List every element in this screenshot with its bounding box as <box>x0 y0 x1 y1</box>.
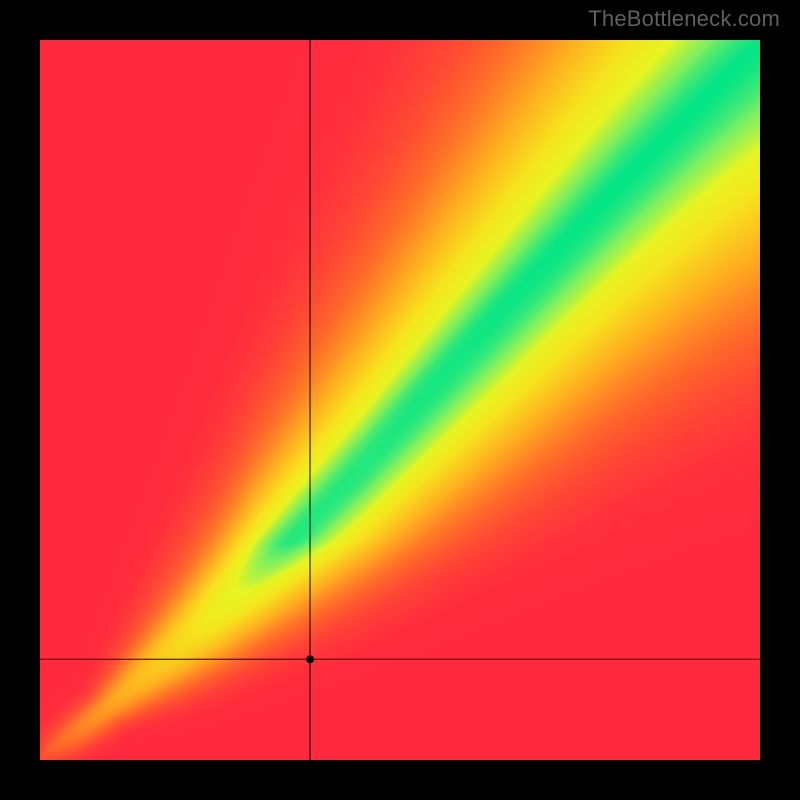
heatmap-canvas <box>40 40 760 760</box>
attribution-text: TheBottleneck.com <box>588 6 780 32</box>
bottleneck-heatmap <box>40 40 760 760</box>
